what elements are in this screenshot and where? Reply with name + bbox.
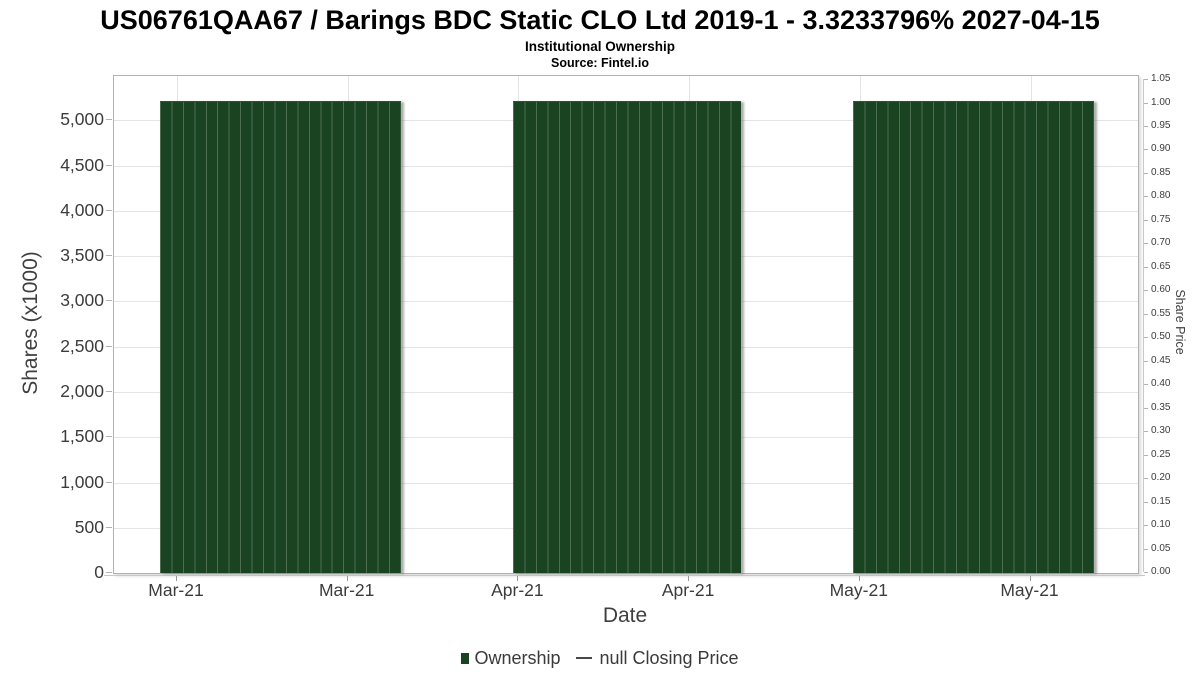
left-axis-tick <box>106 209 112 211</box>
right-axis-tick-label: 0.30 <box>1151 425 1171 437</box>
left-axis-tick <box>106 481 112 483</box>
right-axis-tick <box>1144 172 1148 174</box>
right-axis-tick <box>1144 360 1148 362</box>
left-axis-tick-label: 1,000 <box>60 471 104 492</box>
left-axis-tick-label: 5,000 <box>60 109 104 130</box>
right-axis-tick-label: 0.90 <box>1151 143 1171 155</box>
x-axis-tick <box>517 576 519 581</box>
right-axis-tick <box>1144 196 1148 198</box>
plot-area <box>113 75 1139 574</box>
right-axis-tick <box>1144 290 1148 292</box>
legend-ownership-swatch-icon[interactable] <box>461 652 470 664</box>
right-axis-tick <box>1144 337 1148 339</box>
right-axis-title: Share Price <box>1173 289 1187 355</box>
left-axis-tick <box>106 572 112 573</box>
x-axis-tick <box>346 576 348 581</box>
right-axis-tick <box>1144 313 1148 315</box>
ownership-bar-group[interactable] <box>160 101 401 573</box>
left-axis-tick <box>106 119 112 121</box>
right-axis-tick-label: 0.40 <box>1151 378 1171 390</box>
left-axis-tick-label: 1,500 <box>60 426 104 447</box>
left-axis-tick-label: 2,500 <box>60 335 104 356</box>
left-axis-tick <box>106 436 112 438</box>
right-axis-tick-label: 0.05 <box>1151 542 1171 554</box>
right-axis-tick-label: 0.80 <box>1151 190 1171 202</box>
right-axis-tick-label: 0.10 <box>1151 519 1171 530</box>
right-axis-tick <box>1144 149 1148 151</box>
right-axis-tick-label: 0.00 <box>1151 566 1171 577</box>
right-axis-tick <box>1144 102 1148 104</box>
left-axis-tick-label: 4,000 <box>60 199 104 220</box>
legend: Ownership null Closing Price <box>0 645 1200 671</box>
x-axis-tick-label: May-21 <box>829 580 888 600</box>
right-axis-tick <box>1144 79 1148 80</box>
x-axis-tick <box>858 576 860 581</box>
left-axis-tick <box>106 526 112 528</box>
left-axis-tick-label: 0 <box>94 562 104 582</box>
right-axis-tick-label: 0.85 <box>1151 166 1171 178</box>
right-axis-tick <box>1144 266 1148 268</box>
chart-source: Source: Fintel.io <box>551 56 649 70</box>
right-axis-tick <box>1144 454 1148 456</box>
right-axis-tick <box>1144 572 1148 573</box>
left-axis-tick <box>106 345 112 347</box>
right-axis-tick-label: 0.65 <box>1151 260 1171 272</box>
right-axis-tick-label: 0.45 <box>1151 354 1171 366</box>
left-axis-tick-label: 4,500 <box>60 154 104 175</box>
ownership-bar-group[interactable] <box>513 101 741 573</box>
left-axis-title: Shares (x1000) <box>19 251 42 395</box>
x-axis-tick-label: May-21 <box>1000 580 1059 600</box>
right-axis-line <box>1143 79 1144 572</box>
right-axis-tick <box>1144 431 1148 433</box>
right-axis-tick-label: 0.20 <box>1151 472 1171 484</box>
right-axis-tick <box>1144 525 1148 526</box>
left-axis-tick <box>106 390 112 392</box>
right-axis-tick-label: 1.05 <box>1151 73 1171 84</box>
chart-title: US06761QAA67 / Barings BDC Static CLO Lt… <box>100 5 1100 35</box>
left-axis-tick-label: 2,000 <box>60 380 104 401</box>
right-axis-tick-label: 0.50 <box>1151 331 1171 343</box>
x-axis-tick <box>176 576 177 581</box>
right-axis-tick <box>1144 219 1148 221</box>
right-axis-tick <box>1144 243 1148 245</box>
legend-ownership-label[interactable]: Ownership <box>474 647 561 668</box>
right-axis-tick-label: 0.55 <box>1151 307 1171 319</box>
left-axis-tick-label: 3,000 <box>60 290 104 311</box>
chart-header: US06761QAA67 / Barings BDC Static CLO Lt… <box>0 5 1200 70</box>
right-axis-tick-label: 0.25 <box>1151 448 1171 460</box>
right-axis-tick-label: 0.35 <box>1151 401 1171 413</box>
right-axis-tick <box>1144 548 1148 550</box>
left-axis-tick <box>106 164 112 166</box>
right-axis-tick <box>1144 501 1148 503</box>
x-axis-tick-label: Mar-21 <box>148 580 204 600</box>
right-axis-tick-label: 0.15 <box>1151 495 1171 507</box>
left-axis-tick <box>106 255 112 257</box>
x-axis-tick <box>688 576 690 581</box>
left-axis-tick-label: 3,500 <box>60 245 104 266</box>
left-axis-tick-label: 500 <box>74 516 104 537</box>
right-axis-tick-label: 0.95 <box>1151 120 1171 131</box>
right-axis-tick <box>1144 478 1148 480</box>
right-axis-tick-label: 1.00 <box>1151 96 1171 108</box>
x-axis-line <box>104 575 1145 576</box>
x-axis-tick-label: Apr-21 <box>491 580 544 600</box>
legend-line-marker-icon[interactable] <box>576 656 593 660</box>
right-axis-tick <box>1144 384 1148 386</box>
ownership-bar-group[interactable] <box>853 101 1094 573</box>
right-axis-tick-label: 0.70 <box>1151 237 1171 249</box>
x-axis-title: Date <box>602 604 648 627</box>
legend-closing-price-label[interactable]: null Closing Price <box>599 647 739 668</box>
chart-subtitle: Institutional Ownership <box>524 39 675 54</box>
right-axis-tick <box>1144 407 1148 409</box>
x-axis-tick-label: Apr-21 <box>661 580 715 600</box>
right-axis-tick <box>1144 126 1148 127</box>
left-axis-tick <box>106 300 112 302</box>
x-axis-tick-label: Mar-21 <box>318 580 375 600</box>
right-axis-tick-label: 0.75 <box>1151 213 1171 225</box>
right-axis-tick-label: 0.60 <box>1151 284 1171 296</box>
x-axis-tick <box>1029 576 1031 581</box>
